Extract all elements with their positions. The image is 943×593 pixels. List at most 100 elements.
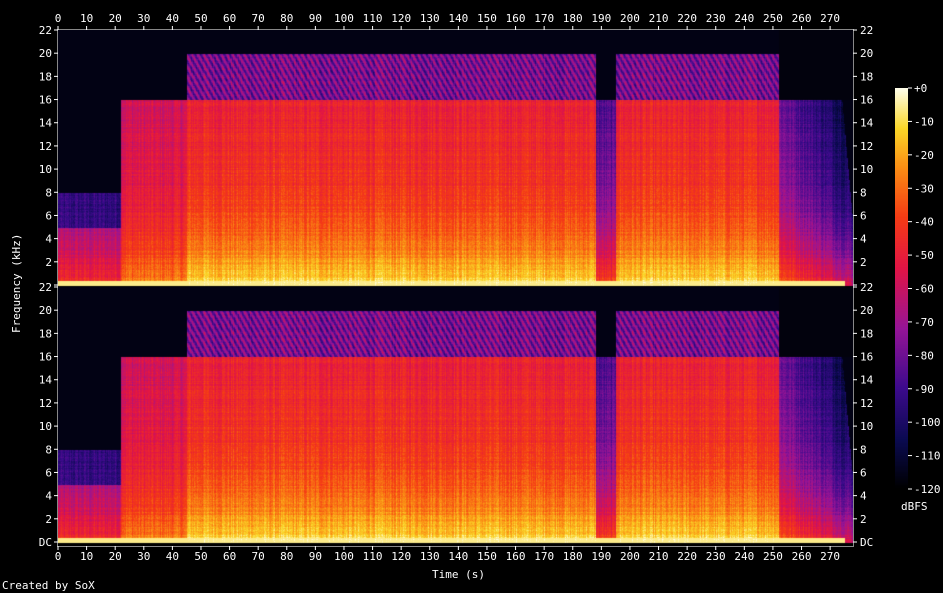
- colorbar-tick-label: -120: [914, 483, 941, 496]
- x-tick-label-bottom: 40: [166, 550, 179, 563]
- y-tick-label-right: 8: [860, 443, 867, 456]
- colorbar-tick-label: -30: [914, 182, 934, 195]
- x-tick-label-bottom: 250: [763, 550, 783, 563]
- x-tick-label-top: 270: [820, 12, 840, 25]
- x-tick-label-top: 40: [166, 12, 179, 25]
- x-tick-label-top: 200: [620, 12, 640, 25]
- y-tick-label-left: 6: [45, 466, 52, 479]
- y-tick-label-left: 6: [45, 209, 52, 222]
- x-tick-label-top: 150: [477, 12, 497, 25]
- y-tick-label-left: 4: [45, 490, 52, 503]
- x-tick-label-top: 90: [309, 12, 322, 25]
- x-tick-label-top: 30: [137, 12, 150, 25]
- x-tick-label-bottom: 120: [391, 550, 411, 563]
- x-tick-label-top: 170: [534, 12, 554, 25]
- y-tick-label-right: 18: [860, 327, 873, 340]
- x-tick-label-bottom: 190: [591, 550, 611, 563]
- colorbar-tick-label: -80: [914, 349, 934, 362]
- x-tick-label-bottom: 140: [448, 550, 468, 563]
- y-tick-label-right: 6: [860, 209, 867, 222]
- y-axis-label: Frequency (kHz): [10, 233, 23, 333]
- x-tick-label-bottom: 50: [194, 550, 207, 563]
- y-tick-label-right: 6: [860, 466, 867, 479]
- colorbar-tick-label: -70: [914, 316, 934, 329]
- y-tick-label-left: 16: [39, 94, 52, 107]
- x-tick-label-bottom: 230: [706, 550, 726, 563]
- colorbar-tick-label: -90: [914, 383, 934, 396]
- y-tick-label-left: 10: [39, 420, 52, 433]
- x-tick-label-bottom: 210: [649, 550, 669, 563]
- y-tick-label-left: DC: [39, 536, 52, 549]
- x-tick-label-top: 100: [334, 12, 354, 25]
- y-tick-label-left: 2: [45, 256, 52, 269]
- colorbar: [895, 88, 908, 489]
- y-tick-label-right: 10: [860, 420, 873, 433]
- y-tick-label-right: 2: [860, 256, 867, 269]
- x-tick-label-bottom: 70: [252, 550, 265, 563]
- y-tick-label-left: 4: [45, 233, 52, 246]
- y-tick-label-right: 22: [860, 281, 873, 294]
- colorbar-tick-label: -20: [914, 149, 934, 162]
- y-tick-label-right: 20: [860, 47, 873, 60]
- x-axis-label: Time (s): [432, 568, 485, 581]
- x-tick-label-top: 120: [391, 12, 411, 25]
- x-tick-label-bottom: 270: [820, 550, 840, 563]
- y-tick-label-right: 16: [860, 351, 873, 364]
- x-tick-label-top: 0: [55, 12, 62, 25]
- x-tick-label-bottom: 20: [109, 550, 122, 563]
- y-tick-label-right: 12: [860, 397, 873, 410]
- y-tick-label-left: 22: [39, 24, 52, 37]
- x-tick-label-bottom: 0: [55, 550, 62, 563]
- x-tick-label-top: 250: [763, 12, 783, 25]
- x-tick-label-top: 50: [194, 12, 207, 25]
- spectrogram-heatmap: [58, 30, 853, 546]
- x-tick-label-top: 180: [563, 12, 583, 25]
- x-tick-label-top: 60: [223, 12, 236, 25]
- y-tick-label-right: 22: [860, 24, 873, 37]
- x-tick-label-top: 20: [109, 12, 122, 25]
- colorbar-tick-label: -50: [914, 249, 934, 262]
- x-tick-label-bottom: 160: [506, 550, 526, 563]
- x-tick-label-top: 240: [734, 12, 754, 25]
- y-tick-label-left: 8: [45, 443, 52, 456]
- x-tick-label-bottom: 180: [563, 550, 583, 563]
- colorbar-tick-label: +0: [914, 82, 927, 95]
- x-tick-label-bottom: 130: [420, 550, 440, 563]
- y-tick-label-left: 12: [39, 140, 52, 153]
- x-tick-label-bottom: 260: [792, 550, 812, 563]
- y-tick-label-left: 20: [39, 304, 52, 317]
- credit-text: Created by SoX: [2, 579, 95, 592]
- y-tick-label-left: 18: [39, 327, 52, 340]
- y-tick-label-left: 20: [39, 47, 52, 60]
- y-tick-label-right: 14: [860, 117, 874, 130]
- x-tick-label-top: 160: [506, 12, 526, 25]
- spectrogram-plot-area: [58, 30, 853, 546]
- x-tick-label-top: 140: [448, 12, 468, 25]
- colorbar-tick-label: -110: [914, 450, 941, 463]
- y-tick-label-left: 12: [39, 397, 52, 410]
- x-tick-label-top: 230: [706, 12, 726, 25]
- y-tick-label-right: 2: [860, 513, 867, 526]
- y-tick-label-right: DC: [860, 536, 873, 549]
- y-tick-label-right: 8: [860, 186, 867, 199]
- x-tick-label-bottom: 60: [223, 550, 236, 563]
- x-tick-label-bottom: 90: [309, 550, 322, 563]
- x-tick-label-bottom: 80: [280, 550, 293, 563]
- colorbar-tick-label: -60: [914, 283, 934, 296]
- x-tick-label-top: 70: [252, 12, 265, 25]
- y-tick-label-right: 4: [860, 233, 867, 246]
- x-tick-label-top: 190: [591, 12, 611, 25]
- x-tick-label-bottom: 110: [363, 550, 383, 563]
- x-tick-label-bottom: 170: [534, 550, 554, 563]
- x-tick-label-top: 220: [677, 12, 697, 25]
- y-tick-label-left: 10: [39, 163, 52, 176]
- y-tick-label-left: 8: [45, 186, 52, 199]
- y-tick-label-right: 16: [860, 94, 873, 107]
- x-tick-label-bottom: 10: [80, 550, 93, 563]
- y-tick-label-left: 22: [39, 281, 52, 294]
- x-tick-label-bottom: 200: [620, 550, 640, 563]
- y-tick-label-left: 18: [39, 70, 52, 83]
- y-tick-label-left: 14: [39, 374, 53, 387]
- x-tick-label-bottom: 30: [137, 550, 150, 563]
